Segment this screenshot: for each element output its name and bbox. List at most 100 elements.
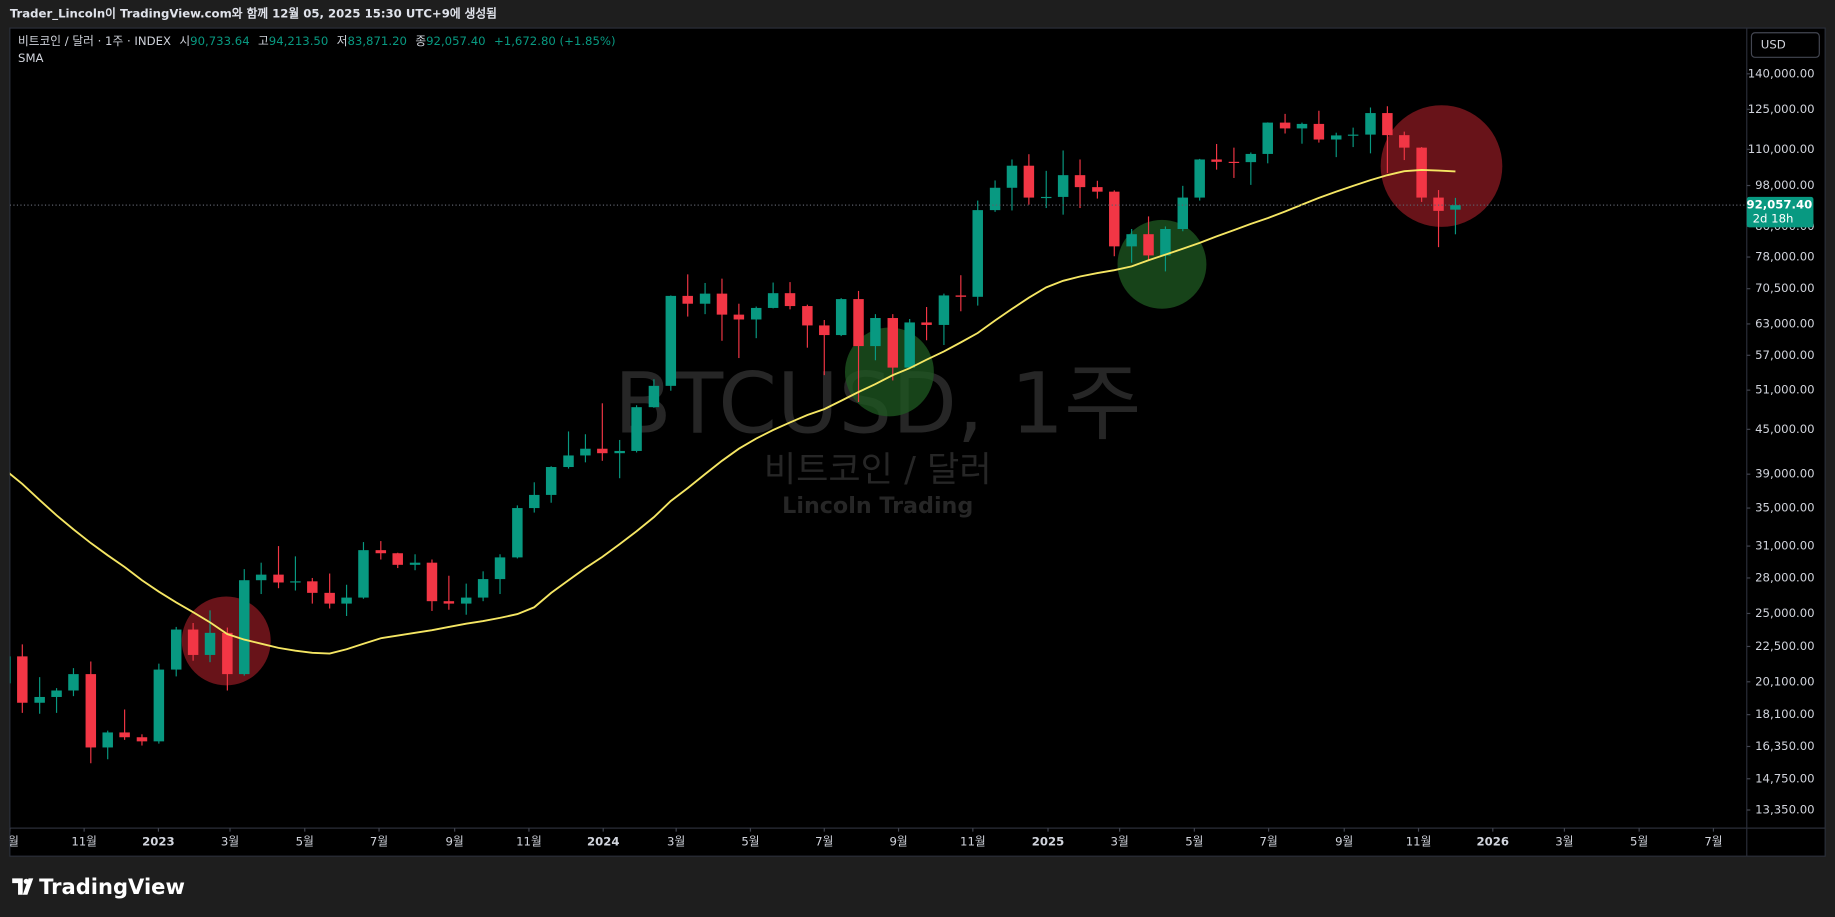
legend-title: 비트코인 / 달러 · 1주 · INDEX <box>18 33 171 47</box>
candle-body <box>85 674 97 748</box>
candle-body <box>1279 122 1291 129</box>
candle-body <box>972 210 983 297</box>
candle-body <box>222 632 233 675</box>
candle-body <box>409 562 421 565</box>
candle-body <box>1433 197 1444 211</box>
x-tick-label: 5월 <box>1185 835 1203 849</box>
candle-body <box>307 581 318 593</box>
candle-body <box>563 455 574 468</box>
x-tick-label: 7월 <box>1260 835 1278 849</box>
legend-open-label: 시 <box>179 33 190 47</box>
candle-body <box>34 696 45 703</box>
candle-body <box>904 322 915 368</box>
candle-body <box>324 592 335 604</box>
y-tick-label: 35,000.00 <box>1755 501 1814 515</box>
x-tick-label: 7월 <box>370 835 388 849</box>
y-tick-label: 125,000.00 <box>1748 102 1815 116</box>
footer-logo <box>12 878 34 895</box>
candle-body <box>750 307 762 320</box>
last-price-box <box>1746 196 1814 228</box>
x-tick-label: 3월 <box>1555 835 1573 849</box>
currency-label[interactable]: USD <box>1761 38 1786 52</box>
candle-body <box>921 322 932 325</box>
candle-body <box>938 295 950 325</box>
y-tick-label: 25,000.00 <box>1755 606 1814 620</box>
candle-body <box>136 737 148 742</box>
candle-body <box>767 293 779 308</box>
candle-body <box>784 293 796 307</box>
candle-body <box>1347 134 1359 136</box>
currency-button[interactable] <box>1750 32 1820 58</box>
candle-body <box>545 467 557 495</box>
candle-body <box>170 629 182 670</box>
legend: 비트코인 / 달러 · 1주 · INDEX 시90,733.64 고94,21… <box>18 33 616 47</box>
axes: 13,350.00 14,750.00 16,350.00 18,100.00 20,1… <box>9 66 1815 849</box>
x-tick-label: 2026 <box>1477 835 1510 849</box>
x-tick-label: 5월 <box>296 835 314 849</box>
y-tick-label: 110,000.00 <box>1748 142 1815 156</box>
candle-body <box>1126 234 1137 247</box>
countdown-label: 2d 18h <box>1753 212 1794 226</box>
y-tick-label: 57,000.00 <box>1755 348 1814 362</box>
candle-body <box>955 295 967 297</box>
candle-body <box>426 562 438 602</box>
chart-frame <box>9 27 1826 857</box>
y-tick-label: 98,000.00 <box>1755 178 1814 192</box>
legend-change: +1,672.80 (+1.85%) <box>494 33 616 47</box>
x-tick-label: 5월 <box>1630 835 1648 849</box>
candle-body <box>1194 159 1205 198</box>
y-tick-label: 39,000.00 <box>1755 467 1814 481</box>
candle-body <box>153 669 165 742</box>
watermark-author: Lincoln Trading <box>782 493 973 519</box>
candle-body <box>1057 175 1069 197</box>
candle-body <box>290 581 301 583</box>
candle-body <box>1092 187 1103 192</box>
legend-low: 83,871.20 <box>347 33 406 47</box>
legend-low-label: 저 <box>337 33 348 47</box>
candle-body <box>341 597 352 604</box>
candle-body <box>1177 197 1189 230</box>
candle-body <box>239 580 250 675</box>
y-tick-label: 51,000.00 <box>1755 383 1814 397</box>
candle-body <box>204 632 216 655</box>
y-tick-label: 70,500.00 <box>1755 281 1814 295</box>
candle-body <box>1382 113 1393 136</box>
y-tick-label: 14,750.00 <box>1755 771 1814 785</box>
x-tick-label: 11월 <box>516 835 542 849</box>
last-price-label: 92,057.40 <box>1746 198 1812 212</box>
candle-body <box>51 690 62 697</box>
y-tick-label: 22,500.00 <box>1755 639 1814 653</box>
x-tick-label: 7월 <box>1704 835 1722 849</box>
candle-body <box>529 494 540 509</box>
candle-body <box>1074 175 1086 188</box>
x-tick-label: 11월 <box>1406 835 1432 849</box>
y-tick-label: 63,000.00 <box>1755 316 1814 330</box>
candle-body <box>255 574 267 581</box>
plot-area <box>9 105 1503 764</box>
y-tick-label: 13,350.00 <box>1755 802 1814 816</box>
candle-body <box>819 325 830 336</box>
highlight-circle <box>1117 219 1207 309</box>
candle-body <box>1023 165 1035 198</box>
x-tick-label: 2023 <box>142 835 175 849</box>
candle-body <box>1399 135 1410 148</box>
x-tick-label: 2025 <box>1032 835 1065 849</box>
candle-body <box>477 579 489 598</box>
candle-body <box>1228 161 1240 164</box>
candle-body <box>699 293 711 304</box>
candle-body <box>580 448 591 456</box>
x-tick-label: 3월 <box>1111 835 1129 849</box>
y-tick-label: 18,100.00 <box>1755 707 1814 721</box>
candle-body <box>597 448 608 454</box>
candle-body <box>273 574 284 583</box>
candle-body <box>665 295 677 386</box>
candle-body <box>648 385 660 408</box>
candle-body <box>1262 122 1273 154</box>
x-tick-label: 11월 <box>960 835 986 849</box>
y-tick-label: 45,000.00 <box>1755 422 1814 436</box>
candle-body <box>1365 113 1376 135</box>
y-tick-label: 78,000.00 <box>1755 250 1814 264</box>
candle-body <box>1313 123 1325 140</box>
